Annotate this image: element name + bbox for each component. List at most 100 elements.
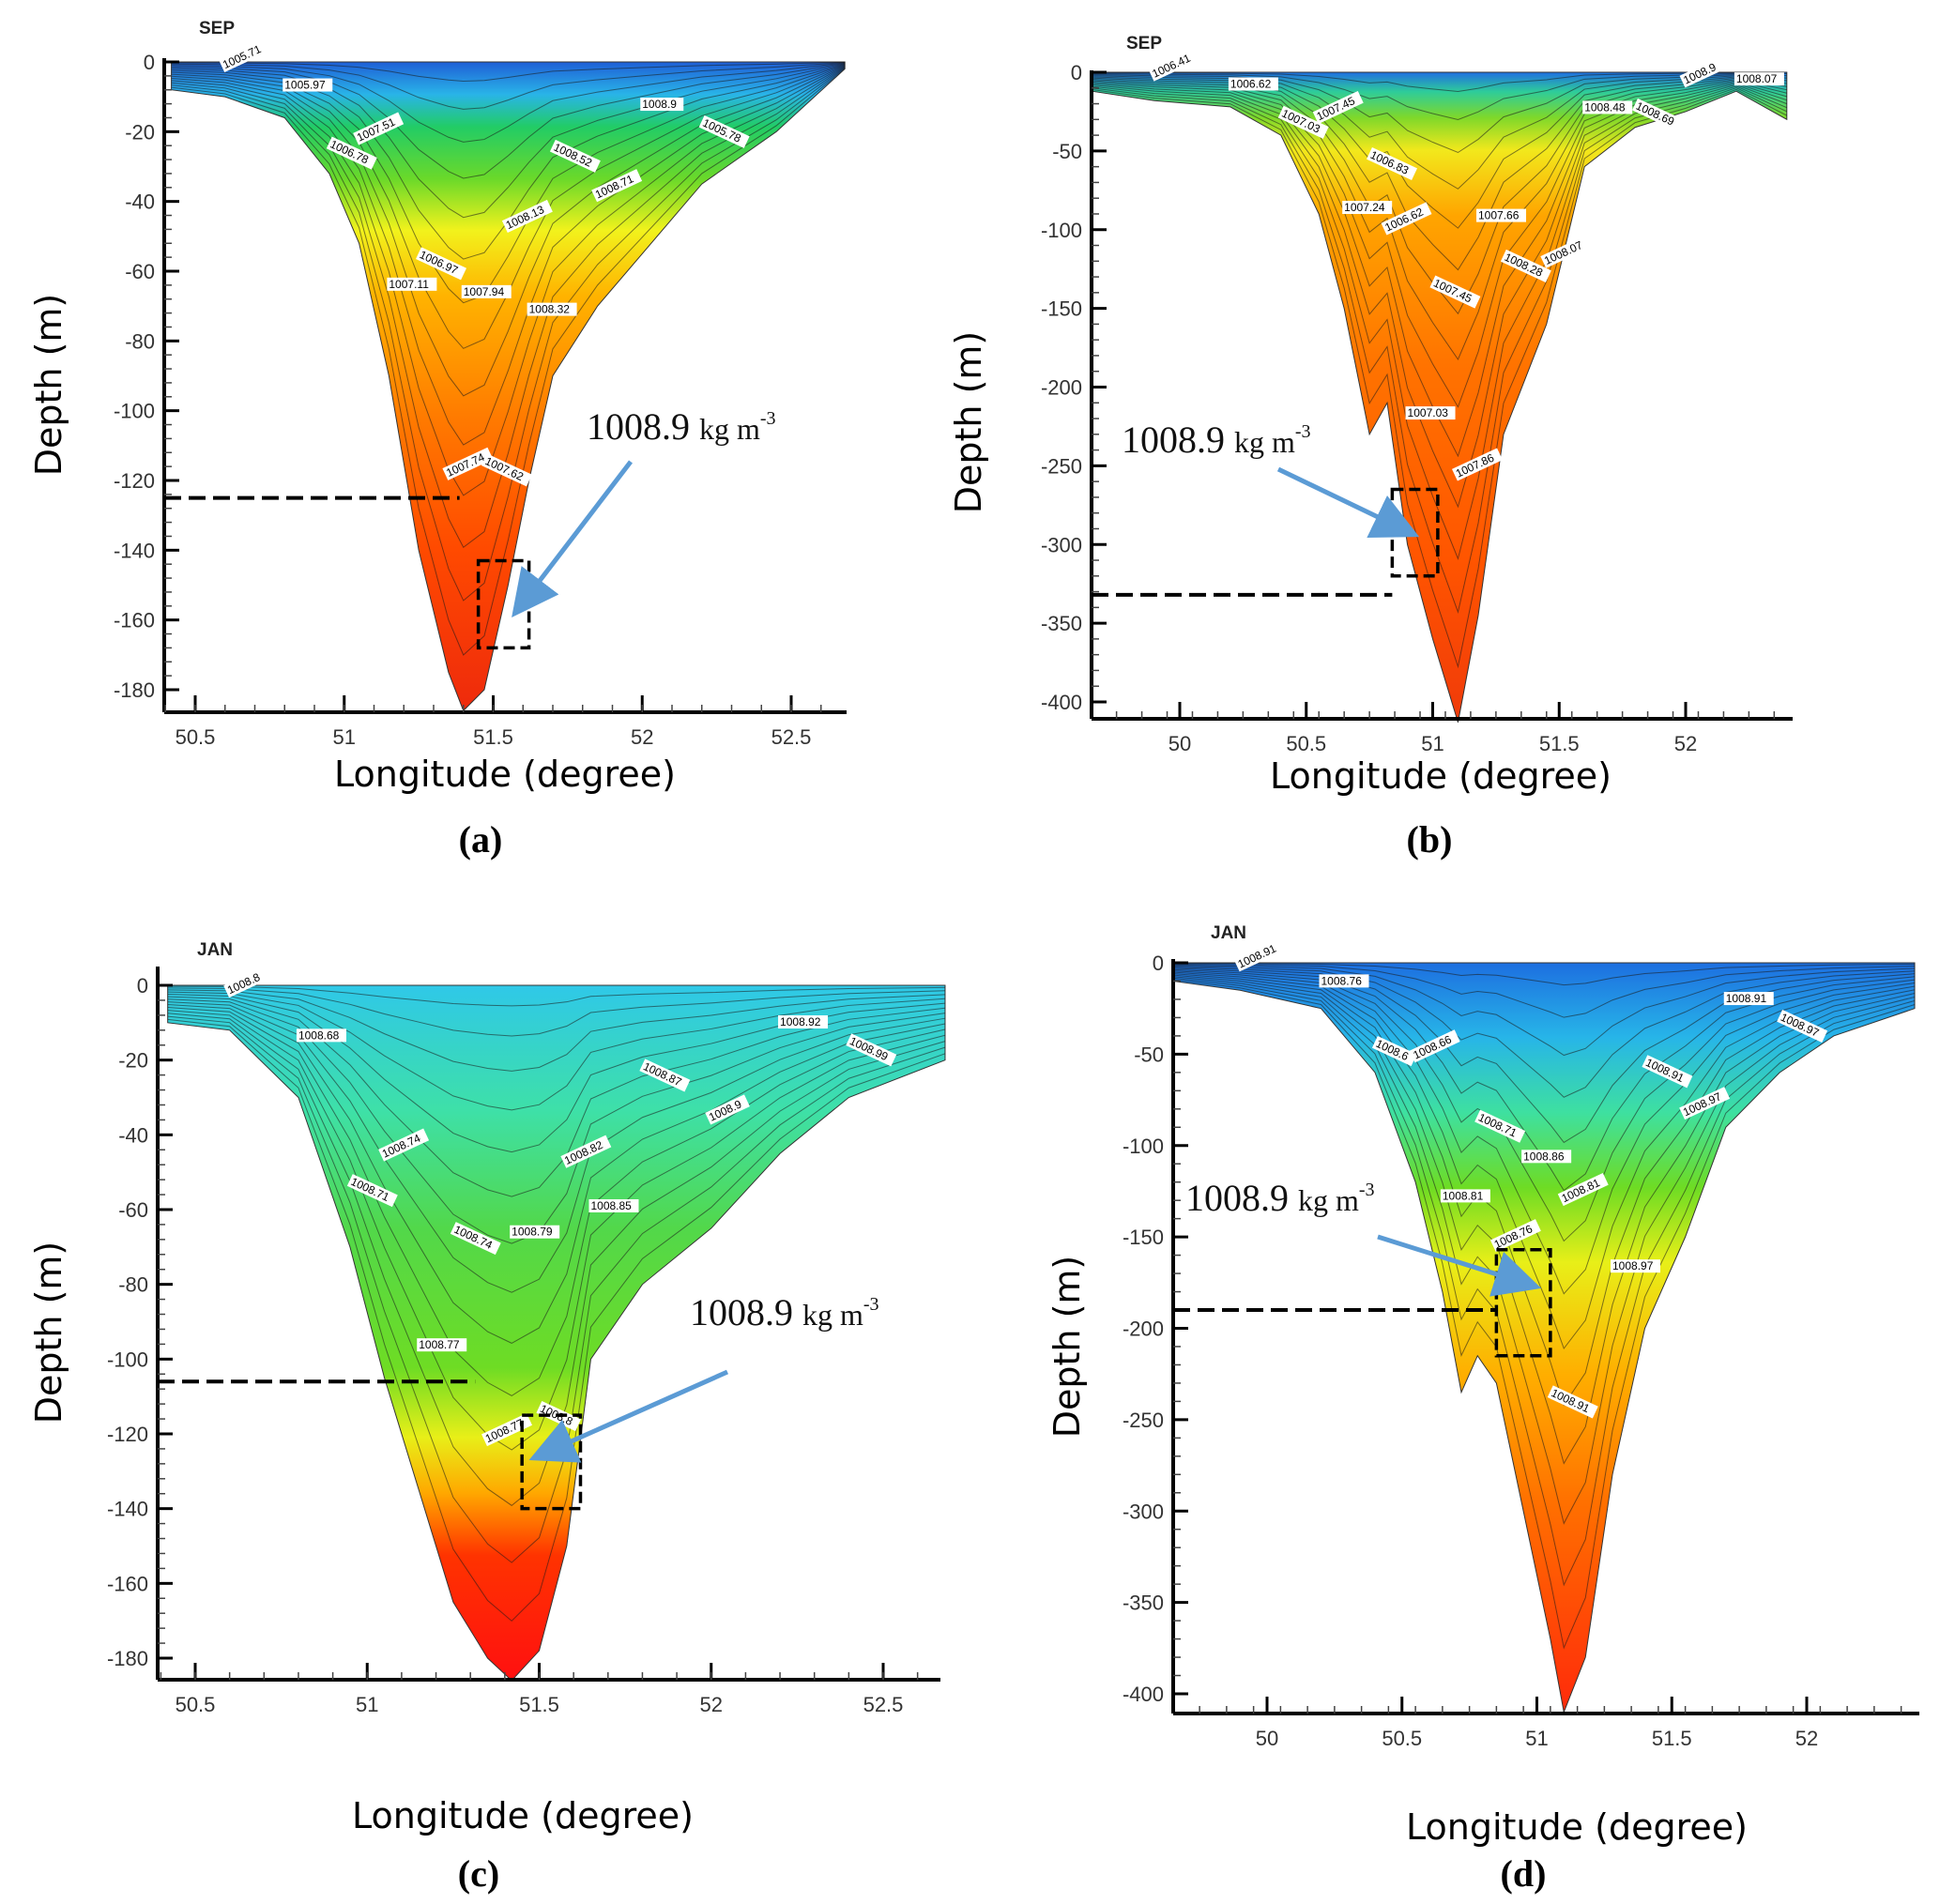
density-section-fill [167, 984, 946, 1682]
y-tick-label: 0 [137, 974, 148, 998]
annotation-value: 1008.9 [1185, 1177, 1298, 1219]
y-tick-label: -200 [1123, 1318, 1164, 1341]
contour-line [171, 68, 846, 656]
contour-line [171, 67, 846, 548]
y-tick-label: -160 [114, 609, 155, 632]
contour-label-bg [640, 98, 684, 112]
annotation-label: 1008.9 kg m-3 [1185, 1177, 1375, 1219]
contour-label: 1008.92 [780, 1015, 821, 1028]
panel-label: (c) [458, 1852, 499, 1895]
contour-line [171, 62, 846, 110]
contour-line [1172, 965, 1916, 1098]
contour-line [1091, 77, 1787, 271]
contour-line [1172, 967, 1916, 1192]
panel-c: 1008.81008.681008.711008.741008.771008.7… [28, 940, 946, 1895]
y-tick-label: -80 [125, 329, 155, 353]
contour-line [167, 1001, 946, 1293]
month-label: SEP [1126, 34, 1162, 53]
annotation-label: 1008.9 kg m-3 [1122, 419, 1311, 461]
y-tick-label: -140 [114, 539, 155, 562]
contour-label: 1008.76 [1321, 974, 1363, 987]
y-tick-label: -140 [107, 1498, 148, 1521]
x-tick-label: 51.5 [473, 725, 513, 749]
contour-label-bg [1679, 57, 1725, 88]
y-axis-title: Depth (m) [28, 1241, 69, 1424]
y-tick-label: 0 [144, 51, 155, 74]
contour-line [1091, 72, 1787, 120]
contour-label-bg [1521, 1150, 1572, 1164]
contour-label-bg [1440, 1189, 1490, 1203]
contour-label-bg [1228, 77, 1278, 91]
contour-label-bg [283, 78, 333, 92]
panel-b: 1006.411006.621007.031007.451007.241006.… [948, 34, 1793, 861]
contour-label-bg [705, 1094, 750, 1125]
annotation-unit: kg m [1234, 425, 1295, 459]
contour-label: 1008.9 [642, 98, 677, 111]
panel-label: (d) [1501, 1852, 1547, 1895]
y-tick-label: -20 [118, 1049, 148, 1073]
contour-label-bg [510, 1225, 560, 1239]
contour-label-bg [223, 967, 268, 998]
month-label: SEP [199, 19, 235, 38]
contour-label: 1005.97 [284, 79, 326, 92]
contour-label-bg [1476, 208, 1527, 222]
x-tick-label: 51 [356, 1693, 378, 1716]
contour-label-bg [846, 1033, 897, 1067]
contour-label-bg [1319, 974, 1369, 988]
contour-label-bg [378, 1128, 430, 1162]
x-tick-label: 52.5 [771, 725, 812, 749]
y-tick-label: -200 [1041, 376, 1082, 400]
x-tick-label: 51 [1421, 732, 1444, 755]
contour-label-bg [1540, 235, 1592, 268]
contour-line [1091, 72, 1787, 93]
x-tick-label: 50 [1169, 732, 1191, 755]
x-tick-label: 51.5 [519, 1693, 559, 1716]
contour-label-bg [1723, 992, 1774, 1006]
contour-line [171, 66, 846, 496]
y-tick-label: -60 [118, 1198, 148, 1222]
contour-label-bg [1582, 100, 1633, 114]
contour-line [1172, 963, 1916, 986]
annotation-arrow [512, 460, 633, 617]
contour-line [167, 987, 945, 1037]
annotation-unit: kg m [1298, 1183, 1359, 1217]
contour-line [167, 998, 946, 1244]
contour-label-bg [1474, 1109, 1526, 1143]
contour-line [167, 1004, 946, 1344]
dashed-highlight-box [1494, 1248, 1552, 1358]
y-tick-label: 0 [1071, 61, 1082, 84]
y-tick-label: -60 [125, 260, 155, 283]
contour-label: 1008.07 [1736, 72, 1778, 85]
annotation-label: 1008.9 kg m-3 [587, 405, 776, 448]
y-tick-label: -180 [114, 678, 155, 702]
contour-label: 1007.24 [1344, 201, 1385, 214]
x-tick-label: 50.5 [1286, 732, 1326, 755]
contour-label-bg [1342, 201, 1393, 215]
y-tick-label: -300 [1123, 1500, 1164, 1523]
y-tick-label: -400 [1123, 1683, 1164, 1706]
contour-label: 1007.66 [1478, 209, 1520, 222]
y-tick-label: -120 [107, 1423, 148, 1446]
contour-label-bg [591, 169, 643, 203]
contour-line [167, 989, 945, 1072]
x-tick-label: 52 [1795, 1727, 1818, 1750]
x-tick-label: 51 [333, 725, 356, 749]
contour-label-bg [1777, 1009, 1828, 1043]
contour-label: 1008.97 [1612, 1259, 1654, 1272]
contour-label-bg [296, 1028, 346, 1043]
contour-label-bg [346, 1174, 398, 1208]
contour-label-bg [417, 1338, 467, 1352]
contour-line [171, 65, 846, 446]
contour-label-bg [1405, 406, 1456, 420]
contour-label-bg [1734, 72, 1784, 86]
contour-label-bg [1547, 1385, 1598, 1419]
contour-label-bg [1451, 448, 1503, 481]
y-tick-label: -150 [1041, 297, 1082, 321]
contour-label-bg [549, 139, 601, 173]
contour-line [1091, 81, 1787, 408]
x-tick-label: 52.5 [863, 1693, 904, 1716]
contour-line [1172, 964, 1916, 1057]
y-tick-label: -100 [114, 400, 155, 423]
contour-label: 1006.62 [1230, 77, 1272, 90]
